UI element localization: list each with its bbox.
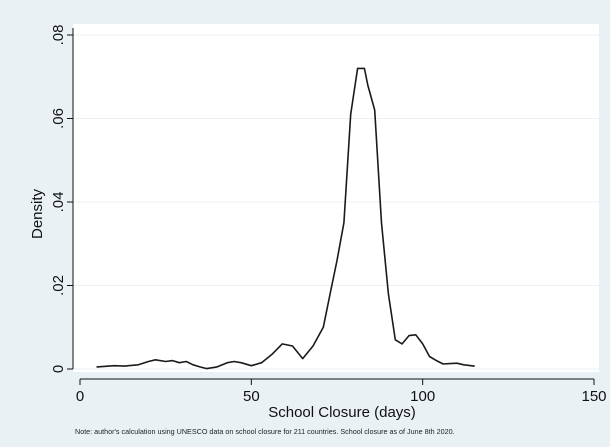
y-tick-label: .06 xyxy=(50,108,67,129)
density-line xyxy=(96,67,475,370)
y-tick-label: .08 xyxy=(50,25,67,46)
x-tick-label: 0 xyxy=(76,388,84,405)
y-tick-label: .02 xyxy=(50,275,67,296)
y-axis-title: Density xyxy=(29,188,46,239)
y-tick-label: 0 xyxy=(50,365,67,373)
x-tick-label: 150 xyxy=(581,388,606,405)
plot-area xyxy=(73,24,599,372)
x-axis-title: School Closure (days) xyxy=(268,404,416,421)
y-tick-label: .04 xyxy=(50,192,67,213)
x-tick-label: 50 xyxy=(243,388,260,405)
figure-note: Note: author's calculation using UNESCO … xyxy=(75,427,455,436)
x-tick-label: 100 xyxy=(410,388,435,405)
